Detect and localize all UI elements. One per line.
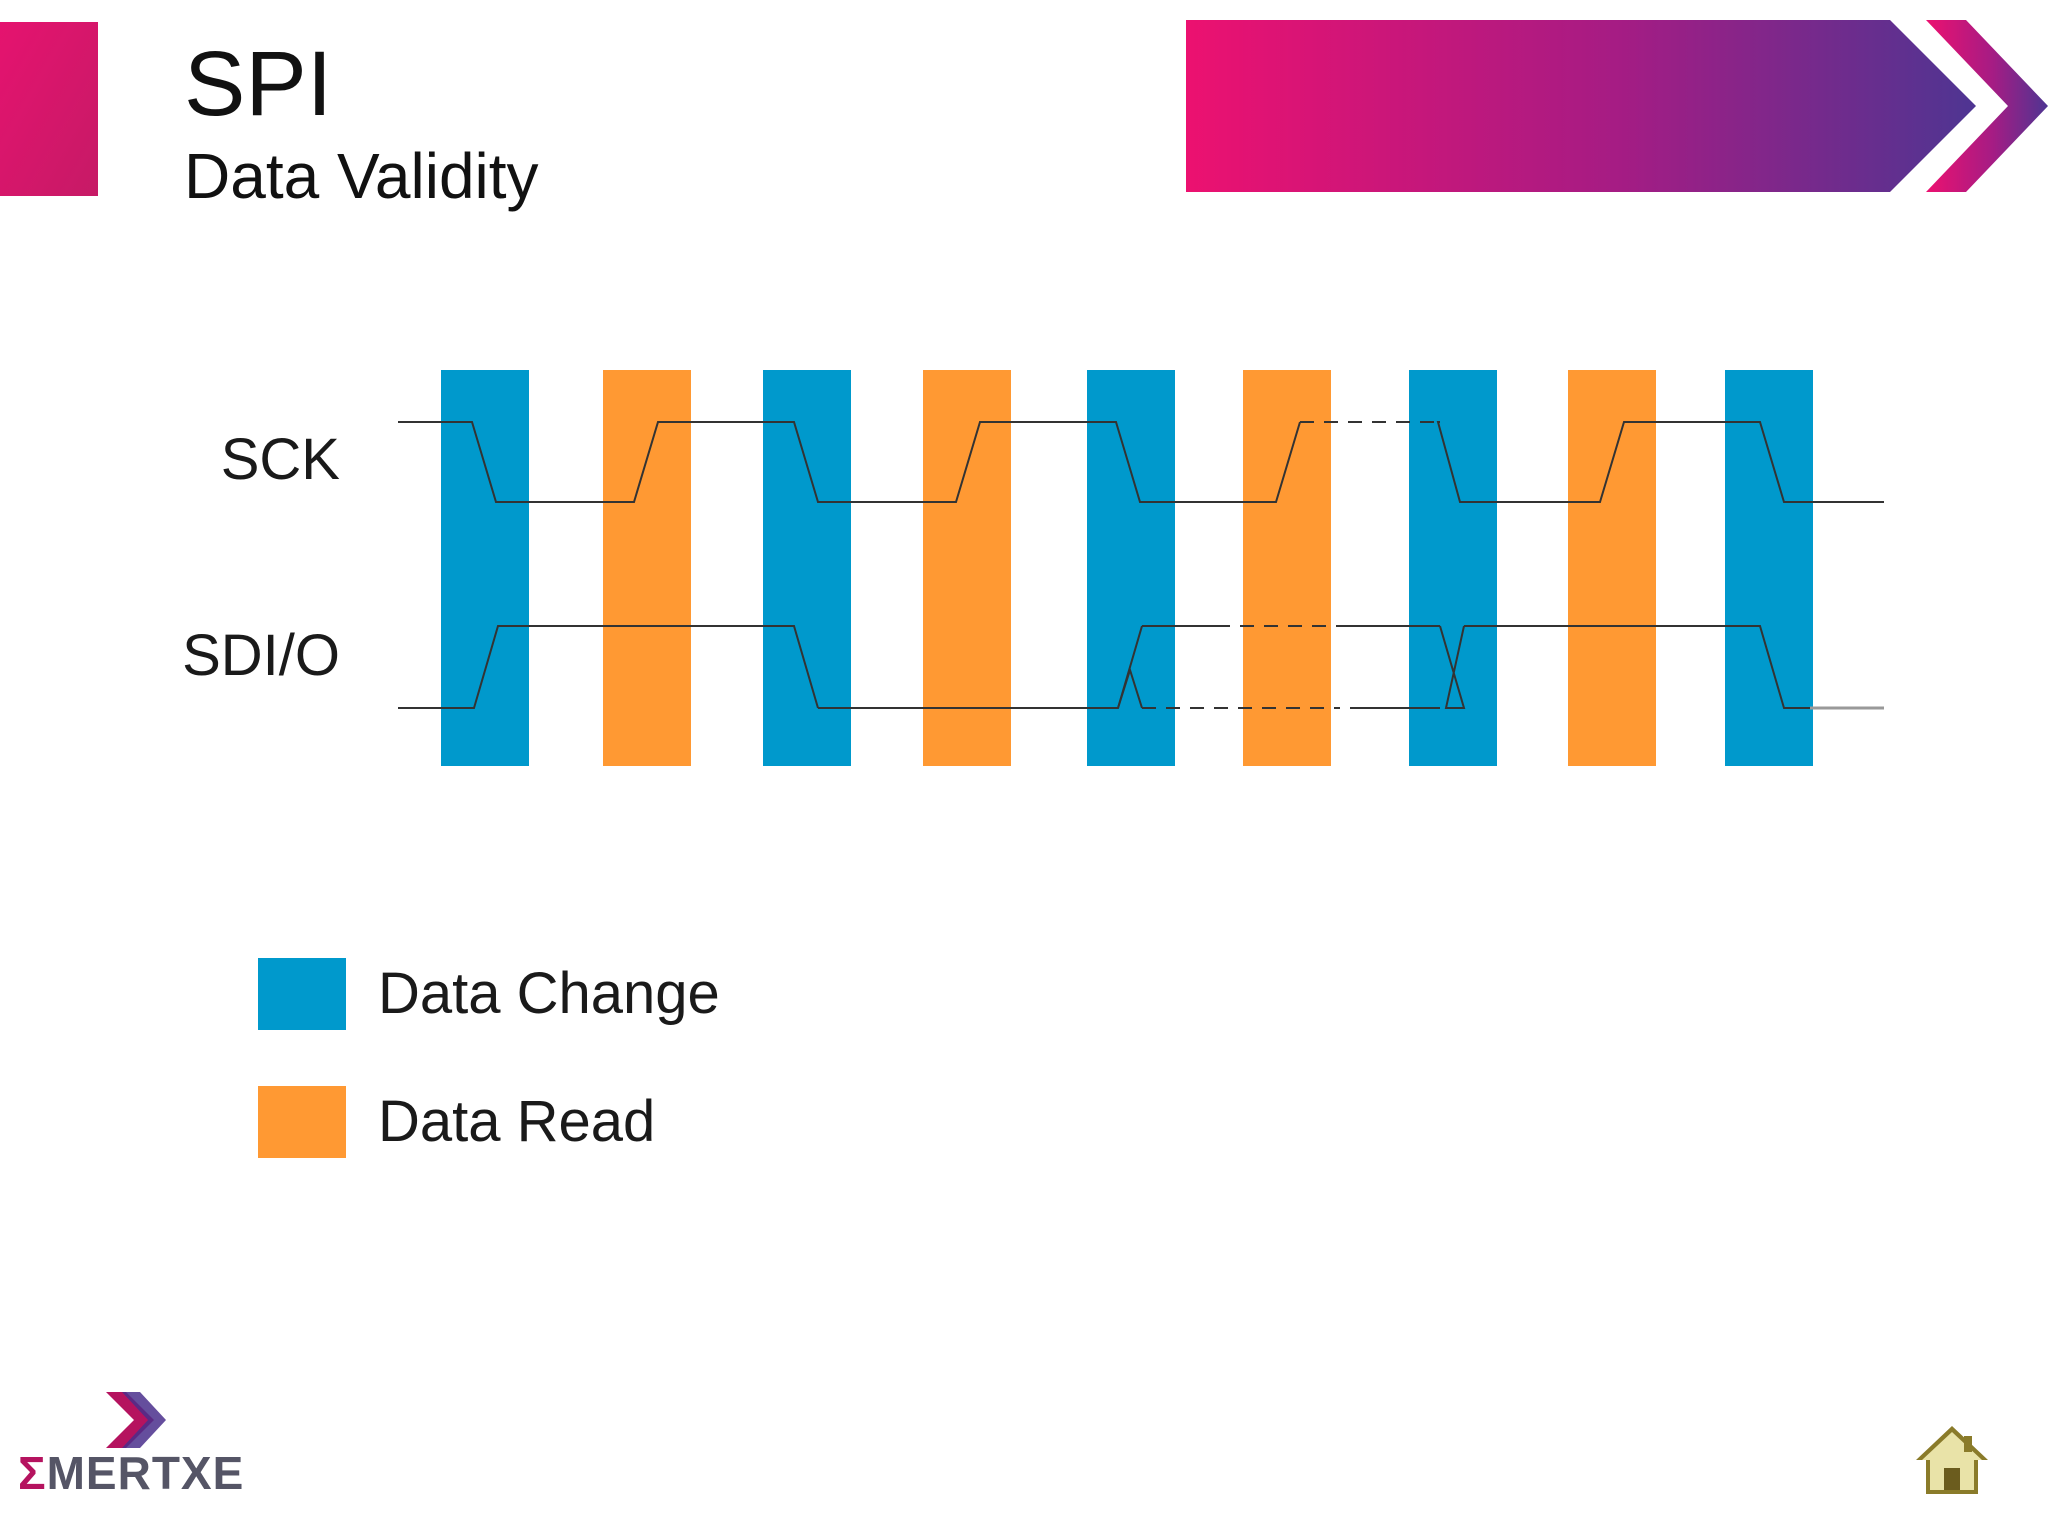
timing-bar-change-5 — [1087, 370, 1175, 766]
timing-bar-read-2 — [603, 370, 691, 766]
logo-sigma: Σ — [18, 1447, 47, 1499]
timing-bar-read-8 — [1568, 370, 1656, 766]
sck-waveform-tail — [1436, 421, 1884, 503]
signal-label-sck: SCK — [220, 427, 340, 492]
legend-swatch-data-change — [258, 958, 346, 1030]
page-subtitle: Data Validity — [184, 140, 539, 212]
timing-waveforms — [398, 370, 1884, 766]
home-icon[interactable] — [1912, 1422, 1992, 1498]
timing-bar-change-7 — [1409, 370, 1497, 766]
timing-bar-change-3 — [763, 370, 851, 766]
emertxe-logo-mark — [106, 1392, 166, 1448]
sdio-cross-a — [1117, 666, 1143, 709]
sck-waveform — [398, 421, 1301, 503]
signal-label-sdio: SDI/O — [182, 623, 340, 688]
spi-timing-diagram: SCK SDI/O — [0, 340, 2048, 800]
sdio-tail — [1464, 625, 1884, 709]
legend-label-data-read: Data Read — [378, 1089, 656, 1154]
page-title: SPI — [184, 33, 333, 135]
legend-swatch-data-read — [258, 1086, 346, 1158]
sdio-upper-rail — [398, 625, 819, 709]
timing-bar-change-9 — [1725, 370, 1813, 766]
sdio-cross-b — [1439, 625, 1466, 709]
timing-bar-change-1 — [441, 370, 529, 766]
legend-label-data-change: Data Change — [378, 961, 720, 1026]
timing-bar-read-4 — [923, 370, 1011, 766]
header-accent-block — [0, 22, 98, 196]
emertxe-logo-text: ΣMERTXE — [18, 1446, 244, 1500]
header-arrow-banner — [1186, 20, 2048, 192]
timing-bar-read-6 — [1243, 370, 1331, 766]
logo-wordmark: MERTXE — [46, 1447, 245, 1499]
